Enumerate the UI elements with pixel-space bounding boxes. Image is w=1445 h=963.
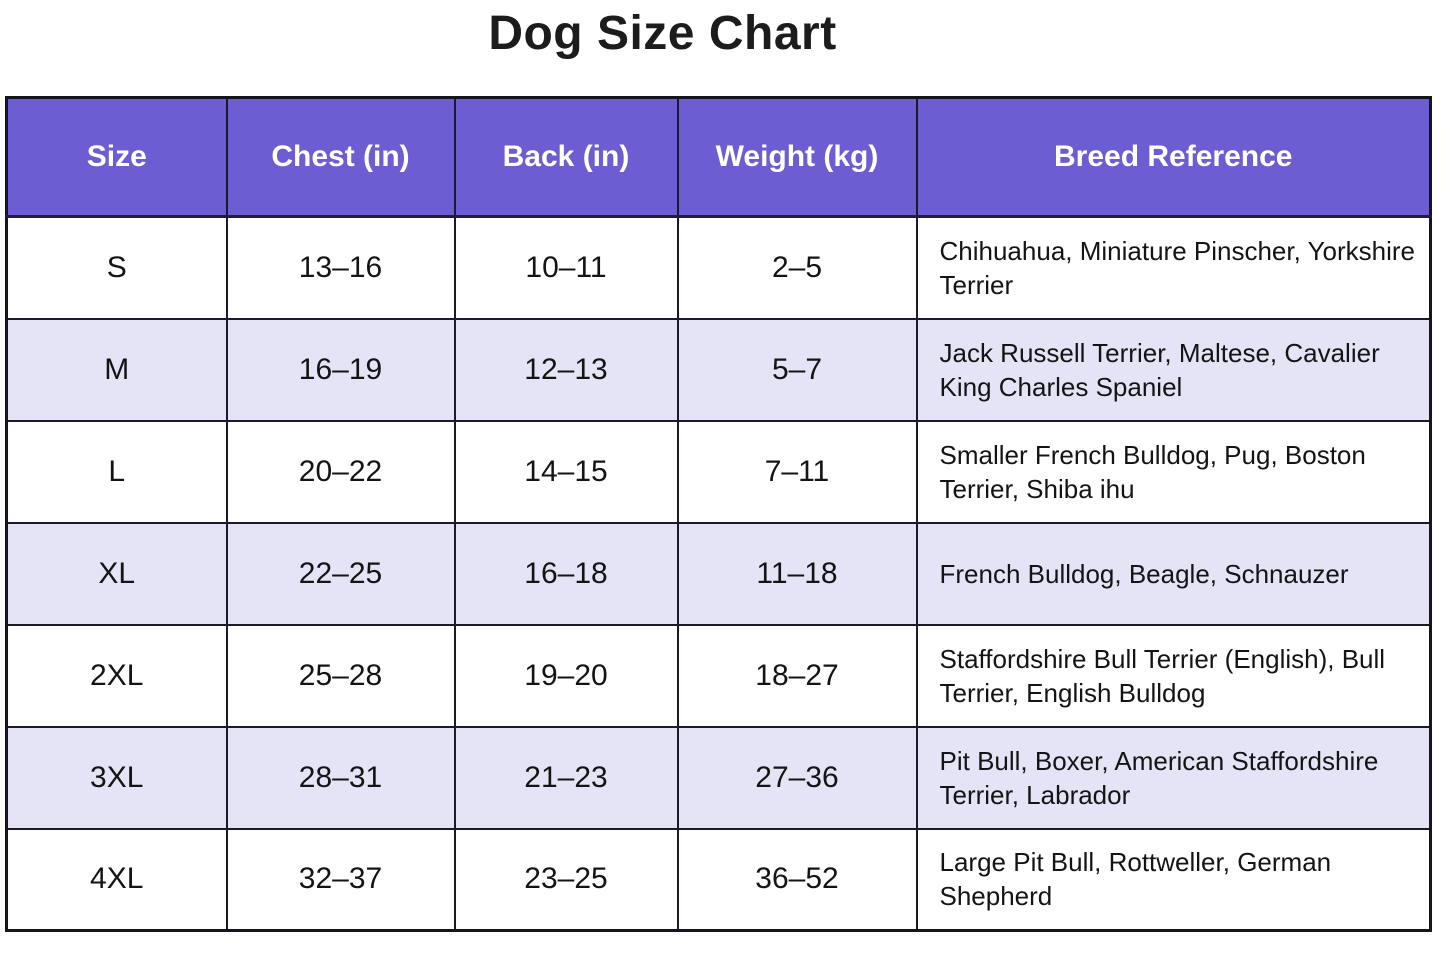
size-cell: 3XL [5, 725, 228, 830]
breed-cell: Chihuahua, Miniature Pinscher, Yorkshire… [915, 215, 1432, 320]
chest-cell: 20–22 [225, 419, 456, 524]
chest-cell: 28–31 [225, 725, 456, 830]
table-row-2xl: 2XL 25–28 19–20 18–27 Staffordshire Bull… [5, 623, 1432, 728]
weight-cell: 2–5 [676, 215, 918, 320]
chest-cell: 22–25 [225, 521, 456, 626]
back-cell: 19–20 [453, 623, 679, 728]
breed-cell: Pit Bull, Boxer, American Staffordshire … [915, 725, 1432, 830]
size-cell: 4XL [5, 827, 228, 932]
chest-cell: 13–16 [225, 215, 456, 320]
column-header-size: Size [5, 96, 228, 218]
weight-cell: 7–11 [676, 419, 918, 524]
table-row-m: M 16–19 12–13 5–7 Jack Russell Terrier, … [5, 317, 1432, 422]
breed-cell: Smaller French Bulldog, Pug, Boston Terr… [915, 419, 1432, 524]
weight-cell: 27–36 [676, 725, 918, 830]
breed-cell: Large Pit Bull, Rottweller, German Sheph… [915, 827, 1432, 932]
chest-cell: 25–28 [225, 623, 456, 728]
column-header-weight: Weight (kg) [676, 96, 918, 218]
size-cell: S [5, 215, 228, 320]
chest-cell: 32–37 [225, 827, 456, 932]
table-row-3xl: 3XL 28–31 21–23 27–36 Pit Bull, Boxer, A… [5, 725, 1432, 830]
back-cell: 23–25 [453, 827, 679, 932]
breed-cell: Jack Russell Terrier, Maltese, Cavalier … [915, 317, 1432, 422]
table-row-xl: XL 22–25 16–18 11–18 French Bulldog, Bea… [5, 521, 1432, 626]
page-title: Dog Size Chart [488, 7, 837, 60]
chest-cell: 16–19 [225, 317, 456, 422]
weight-cell: 11–18 [676, 521, 918, 626]
size-cell: L [5, 419, 228, 524]
size-cell: 2XL [5, 623, 228, 728]
breed-cell: Staffordshire Bull Terrier (English), Bu… [915, 623, 1432, 728]
weight-cell: 18–27 [676, 623, 918, 728]
back-cell: 14–15 [453, 419, 679, 524]
table-row-l: L 20–22 14–15 7–11 Smaller French Bulldo… [5, 419, 1432, 524]
table-row-s: S 13–16 10–11 2–5 Chihuahua, Miniature P… [5, 215, 1432, 320]
back-cell: 21–23 [453, 725, 679, 830]
table-header-row: Size Chest (in) Back (in) Weight (kg) Br… [5, 96, 1432, 218]
back-cell: 16–18 [453, 521, 679, 626]
back-cell: 12–13 [453, 317, 679, 422]
weight-cell: 36–52 [676, 827, 918, 932]
weight-cell: 5–7 [676, 317, 918, 422]
size-cell: M [5, 317, 228, 422]
column-header-chest: Chest (in) [225, 96, 456, 218]
size-cell: XL [5, 521, 228, 626]
breed-cell: French Bulldog, Beagle, Schnauzer [915, 521, 1432, 626]
table-row-4xl: 4XL 32–37 23–25 36–52 Large Pit Bull, Ro… [5, 827, 1432, 932]
column-header-breed: Breed Reference [915, 96, 1432, 218]
back-cell: 10–11 [453, 215, 679, 320]
column-header-back: Back (in) [453, 96, 679, 218]
dog-size-table: Size Chest (in) Back (in) Weight (kg) Br… [5, 96, 1432, 932]
